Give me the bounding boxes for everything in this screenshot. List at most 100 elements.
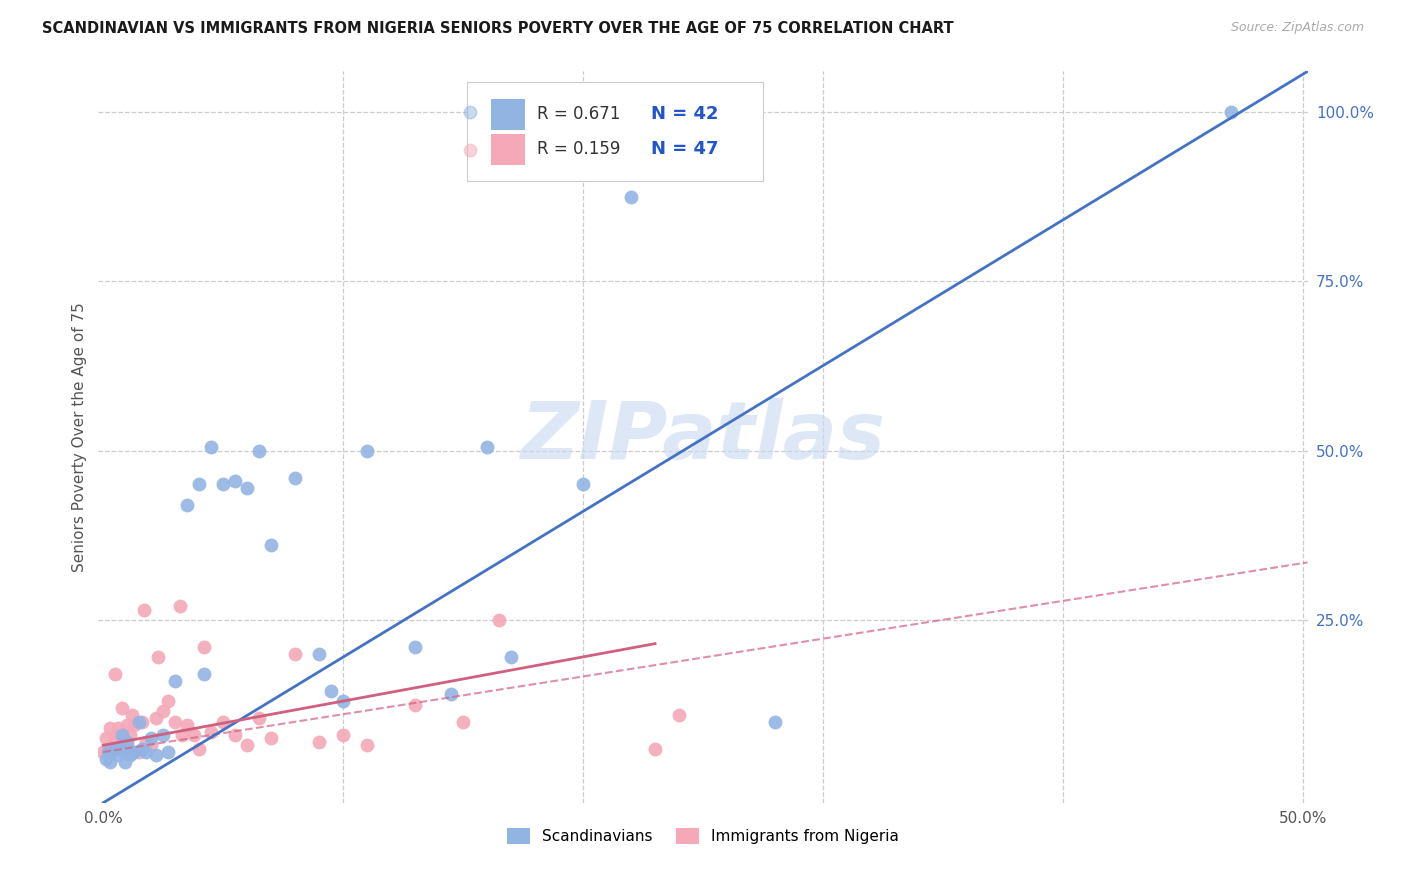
Text: R = 0.159: R = 0.159	[537, 140, 620, 158]
Point	[124, 745, 146, 759]
Point	[308, 735, 330, 749]
Point	[224, 728, 246, 742]
Point	[620, 189, 643, 203]
Point	[114, 755, 136, 769]
Point	[131, 714, 153, 729]
Point	[828, 178, 851, 193]
Point	[356, 738, 378, 752]
FancyBboxPatch shape	[467, 82, 763, 181]
Point	[156, 694, 179, 708]
Point	[224, 474, 246, 488]
Point	[135, 735, 157, 749]
Point	[115, 718, 138, 732]
Point	[165, 714, 187, 729]
Point	[828, 142, 851, 156]
Point	[644, 741, 666, 756]
Point	[321, 684, 343, 698]
Point	[488, 613, 510, 627]
Point	[115, 738, 138, 752]
Point	[145, 711, 167, 725]
Point	[111, 728, 134, 742]
Point	[1219, 105, 1241, 120]
Point	[124, 718, 146, 732]
Point	[284, 471, 307, 485]
Point	[132, 603, 155, 617]
Point	[236, 481, 259, 495]
Point	[572, 477, 595, 491]
Point	[451, 714, 474, 729]
Point	[121, 707, 143, 722]
Point	[101, 741, 124, 756]
Point	[763, 714, 786, 729]
Point	[440, 688, 463, 702]
Point	[176, 498, 198, 512]
FancyBboxPatch shape	[492, 135, 526, 165]
Point	[236, 738, 259, 752]
Point	[404, 640, 426, 654]
Point	[111, 701, 134, 715]
Point	[176, 718, 198, 732]
Point	[165, 673, 187, 688]
Point	[247, 443, 270, 458]
Point	[141, 738, 163, 752]
Point	[308, 647, 330, 661]
Point	[94, 752, 117, 766]
Point	[152, 705, 174, 719]
Point	[94, 731, 117, 746]
Point	[172, 728, 194, 742]
Point	[212, 714, 235, 729]
Y-axis label: Seniors Poverty Over the Age of 75: Seniors Poverty Over the Age of 75	[72, 302, 87, 572]
Point	[114, 741, 136, 756]
Text: N = 47: N = 47	[651, 140, 718, 158]
Point	[148, 650, 170, 665]
Point	[128, 745, 150, 759]
Text: ZIPatlas: ZIPatlas	[520, 398, 886, 476]
Point	[107, 748, 129, 763]
Point	[284, 647, 307, 661]
Point	[200, 440, 222, 454]
FancyBboxPatch shape	[492, 99, 526, 130]
Point	[499, 650, 522, 665]
Text: N = 42: N = 42	[651, 104, 718, 123]
Point	[97, 745, 120, 759]
Point	[121, 745, 143, 759]
Point	[118, 728, 141, 742]
Text: Source: ZipAtlas.com: Source: ZipAtlas.com	[1230, 21, 1364, 34]
Point	[108, 728, 131, 742]
Point	[193, 667, 215, 681]
Point	[156, 745, 179, 759]
Point	[100, 755, 122, 769]
Point	[97, 741, 120, 756]
Point	[118, 748, 141, 763]
Point	[104, 741, 127, 756]
Point	[332, 728, 354, 742]
Text: SCANDINAVIAN VS IMMIGRANTS FROM NIGERIA SENIORS POVERTY OVER THE AGE OF 75 CORRE: SCANDINAVIAN VS IMMIGRANTS FROM NIGERIA …	[42, 21, 953, 36]
Point	[188, 477, 211, 491]
Point	[183, 728, 205, 742]
Point	[169, 599, 191, 614]
Point	[131, 741, 153, 756]
Text: R = 0.671: R = 0.671	[537, 104, 620, 123]
Point	[247, 711, 270, 725]
Point	[135, 745, 157, 759]
Point	[188, 741, 211, 756]
Point	[141, 731, 163, 746]
Point	[260, 538, 283, 552]
Point	[200, 724, 222, 739]
Point	[193, 640, 215, 654]
Point	[356, 443, 378, 458]
Point	[128, 714, 150, 729]
Point	[332, 694, 354, 708]
Point	[104, 667, 127, 681]
Point	[100, 721, 122, 735]
Point	[107, 721, 129, 735]
Point	[152, 728, 174, 742]
Point	[475, 440, 498, 454]
Point	[115, 735, 138, 749]
Point	[145, 748, 167, 763]
Point	[91, 745, 114, 759]
Legend: Scandinavians, Immigrants from Nigeria: Scandinavians, Immigrants from Nigeria	[501, 822, 905, 850]
Point	[668, 707, 690, 722]
Point	[404, 698, 426, 712]
Point	[104, 731, 127, 746]
